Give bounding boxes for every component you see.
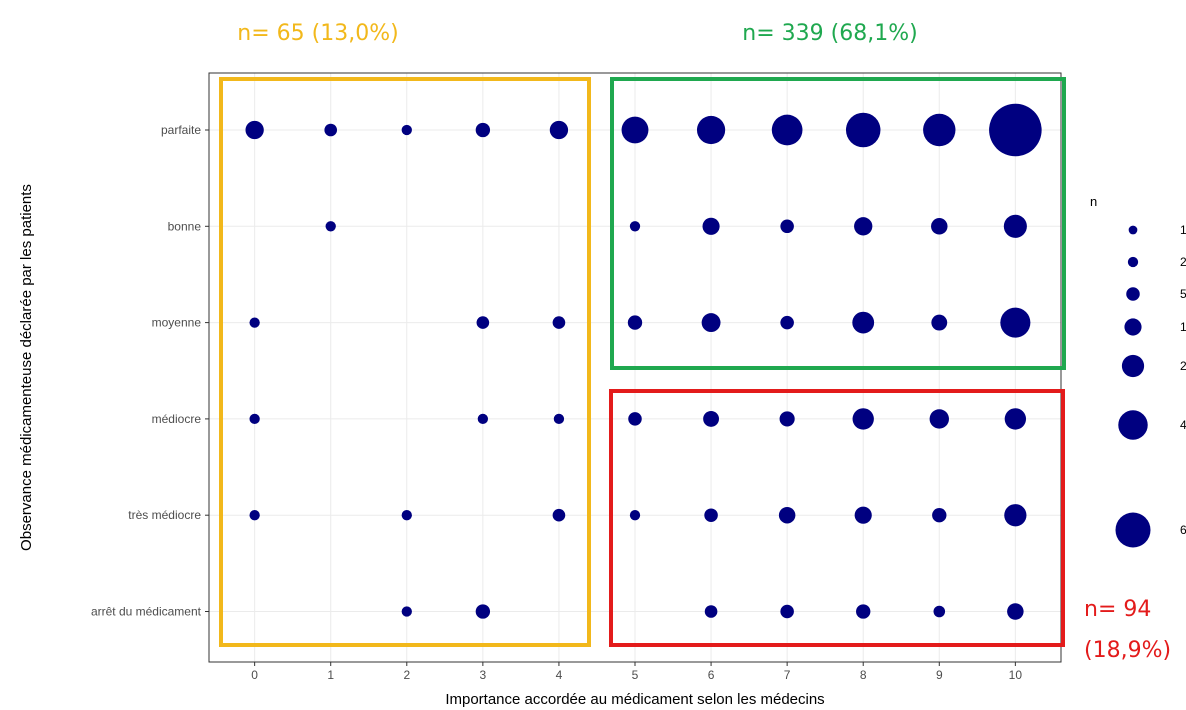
data-point (324, 123, 338, 137)
data-point (325, 221, 336, 232)
y-tick-label: très médiocre (128, 508, 201, 522)
data-point (401, 510, 412, 521)
x-tick-label: 4 (556, 668, 563, 682)
legend-label: 1 (1180, 320, 1186, 334)
legend-label: 6 (1180, 523, 1186, 537)
data-point (627, 315, 643, 330)
legend-key (1121, 354, 1145, 378)
data-point (401, 124, 412, 136)
x-tick-label: 2 (403, 668, 410, 682)
data-points (245, 103, 1042, 620)
data-point (989, 103, 1042, 157)
data-point (249, 317, 260, 328)
data-point (931, 218, 948, 235)
data-point (475, 122, 491, 138)
data-point (931, 314, 948, 331)
y-tick-label: arrêt du médicament (91, 605, 202, 619)
data-point (621, 116, 649, 144)
data-point (552, 316, 566, 329)
data-point (779, 411, 795, 427)
y-axis-ticks: arrêt du médicament très médiocre médiocre… (91, 123, 209, 619)
box-left-group (219, 77, 591, 647)
y-tick-label: bonne (168, 219, 202, 233)
size-legend: n 1 2 5 1 2 4 6 (1090, 194, 1186, 548)
x-axis-title: Importance accordée au médicament selon … (445, 691, 824, 708)
data-point (778, 506, 796, 524)
data-point (552, 508, 566, 522)
y-tick-label: moyenne (152, 316, 202, 330)
group-boxes (219, 77, 1066, 647)
data-point (703, 410, 719, 427)
data-point (629, 510, 641, 521)
y-axis-title: Observance médicamenteuse déclarée par l… (18, 184, 35, 551)
legend-key (1115, 512, 1151, 548)
data-point (629, 221, 641, 232)
x-tick-label: 1 (327, 668, 334, 682)
data-point (477, 413, 489, 425)
legend-label: 5 (1180, 287, 1186, 301)
data-point (852, 408, 874, 430)
box-bottom-right-group (609, 389, 1065, 647)
legend-key (1124, 318, 1142, 336)
data-point (476, 316, 490, 329)
data-point (933, 605, 946, 618)
data-point (628, 412, 642, 426)
x-tick-label: 10 (1009, 668, 1023, 682)
x-tick-label: 9 (936, 668, 943, 682)
x-tick-label: 3 (480, 668, 487, 682)
data-point (1000, 307, 1031, 338)
data-point (852, 311, 875, 334)
legend-title: n (1090, 194, 1097, 209)
data-point (780, 604, 794, 619)
data-point (245, 120, 264, 140)
data-point (854, 506, 872, 524)
legend-label: 2 (1180, 255, 1186, 269)
legend-label: 4 (1180, 418, 1186, 432)
data-point (1007, 603, 1024, 620)
x-tick-label: 0 (251, 668, 258, 682)
data-point (854, 217, 873, 236)
legend-label: 1 (1180, 223, 1186, 237)
data-point (249, 510, 260, 521)
annotation-left-group: n= 65 (13,0%) (237, 21, 398, 46)
legend-key (1126, 287, 1140, 301)
data-point (1004, 504, 1027, 527)
data-point (1003, 214, 1027, 238)
legend-label: 2 (1180, 359, 1186, 373)
data-point (845, 112, 881, 148)
annotation-bottom-right-percent: (18,9%) (1084, 638, 1171, 663)
y-tick-label: parfaite (161, 123, 201, 137)
data-point (702, 217, 720, 235)
data-point (401, 606, 412, 617)
data-point (780, 315, 794, 330)
data-point (856, 604, 871, 619)
x-tick-label: 8 (860, 668, 867, 682)
data-point (701, 313, 721, 333)
legend-key (1127, 256, 1139, 268)
annotation-bottom-right-group: n= 94 (1084, 597, 1151, 622)
data-point (771, 114, 803, 146)
legend-key (1128, 225, 1138, 235)
data-point (553, 413, 565, 425)
data-point (549, 120, 569, 140)
data-point (704, 605, 718, 618)
data-point (923, 113, 956, 147)
x-axis-ticks: 0 1 2 3 4 5 6 7 8 9 10 (251, 662, 1022, 682)
data-point (249, 413, 260, 425)
data-point (696, 115, 726, 145)
x-tick-label: 5 (632, 668, 639, 682)
x-tick-label: 6 (708, 668, 715, 682)
data-point (704, 508, 718, 522)
legend-key (1118, 410, 1148, 440)
annotation-top-right-group: n= 339 (68,1%) (742, 21, 917, 46)
y-tick-label: médiocre (152, 412, 202, 426)
data-point (929, 409, 949, 429)
data-point (1004, 408, 1027, 430)
data-point (780, 219, 794, 234)
data-point (932, 508, 947, 523)
box-top-right-group (610, 77, 1066, 370)
x-tick-label: 7 (784, 668, 791, 682)
data-point (475, 604, 491, 619)
